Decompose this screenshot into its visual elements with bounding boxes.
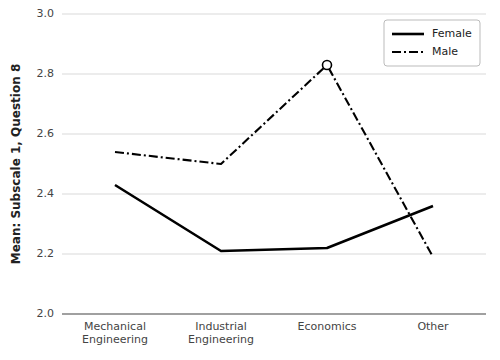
x-tick-label-line: Mechanical	[84, 320, 146, 333]
x-tick-label-line: Engineering	[82, 333, 148, 346]
x-tick-label: Economics	[298, 320, 357, 333]
grid-line	[62, 74, 486, 75]
y-axis: 2.0 2.2 2.4 2.6 2.8 3.0	[37, 7, 487, 320]
x-tick-label: Other	[417, 320, 449, 333]
grid-line	[62, 14, 486, 15]
legend: Female Male	[384, 20, 480, 66]
chart: 2.02.22.42.62.83.0MechanicalEngineeringI…	[0, 0, 500, 360]
x-axis-line	[62, 314, 486, 315]
x-tick-label-line: Other	[417, 320, 449, 333]
y-tick-label: 2.4	[37, 187, 55, 200]
y-axis-label: Mean: Subscale 1, Question 8	[9, 64, 23, 265]
grid-line	[62, 194, 486, 195]
y-tick-label: 3.0	[37, 7, 55, 20]
legend-label: Male	[432, 45, 458, 58]
plot-area	[115, 61, 433, 258]
legend-box	[384, 20, 480, 66]
x-tick-label-line: Industrial	[195, 320, 247, 333]
grid-line	[62, 254, 486, 255]
legend-swatch	[392, 51, 424, 53]
y-tick-label: 2.8	[37, 67, 55, 80]
series-line	[115, 65, 433, 257]
x-tick-label: MechanicalEngineering	[82, 320, 148, 346]
legend-swatch	[392, 33, 424, 36]
grid-line	[62, 314, 486, 315]
legend-label: Female	[432, 27, 472, 40]
y-tick-label: 2.6	[37, 127, 55, 140]
chart-container: 2.02.22.42.62.83.0MechanicalEngineeringI…	[0, 0, 500, 360]
x-tick-label-line: Economics	[298, 320, 357, 333]
y-tick-label: 2.2	[37, 247, 55, 260]
x-tick-label-line: Engineering	[188, 333, 254, 346]
grid-line	[62, 134, 486, 135]
x-axis: MechanicalEngineeringIndustrialEngineeri…	[82, 320, 449, 346]
peak-marker	[323, 61, 332, 70]
x-tick-label: IndustrialEngineering	[188, 320, 254, 346]
y-tick-label: 2.0	[37, 307, 55, 320]
series-line	[115, 185, 433, 251]
